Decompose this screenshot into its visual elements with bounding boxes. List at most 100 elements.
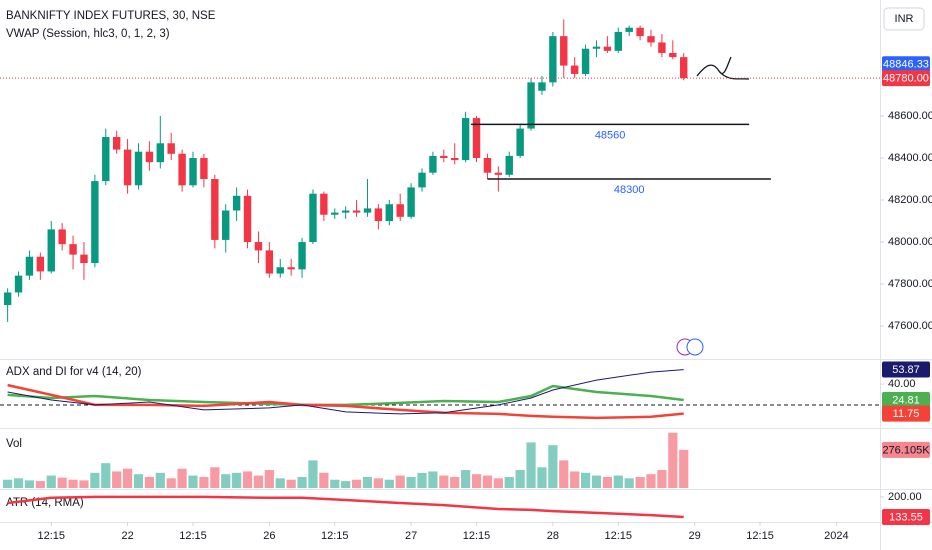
candle-body [189, 157, 197, 186]
volume-bar [232, 472, 242, 488]
candle-body [429, 155, 437, 173]
candle-body [254, 242, 263, 251]
volume-bar [428, 471, 438, 488]
candle-body [385, 204, 393, 222]
y-tick-label: 48000.00 [888, 236, 932, 248]
candle-body [352, 210, 361, 213]
level-label: 48300 [614, 184, 645, 196]
price-label: 11.75 [882, 405, 930, 422]
level-label: 48560 [595, 129, 626, 141]
volume-bar [373, 478, 383, 488]
candle-body [276, 267, 284, 274]
candle-body [211, 179, 219, 240]
volume-bar [668, 432, 678, 488]
candle-body [331, 212, 339, 215]
volume-bar [319, 472, 329, 488]
volume-bar [613, 475, 623, 488]
candle-body [156, 143, 164, 163]
price-label: 53.87 [882, 361, 930, 378]
x-tick-label: 2024 [824, 530, 848, 542]
volume-bar [635, 476, 645, 488]
currency-button[interactable] [883, 7, 925, 31]
volume-bar [646, 474, 656, 488]
candle-body [298, 242, 306, 270]
candle-body [636, 27, 644, 37]
candle-body [669, 52, 677, 58]
candle-body [549, 36, 557, 83]
candle-body [527, 82, 535, 129]
volume-bar [395, 475, 405, 488]
volume-bar [570, 471, 580, 488]
volume-bar [90, 472, 100, 488]
event-icon[interactable] [686, 338, 704, 356]
volume-bar [591, 475, 602, 488]
candle-body [222, 210, 230, 240]
candle-body [102, 136, 110, 182]
price-label: 24.81 [882, 391, 930, 408]
x-tick-label: 27 [405, 530, 417, 542]
x-tick-label: 29 [688, 530, 700, 542]
candle-body [396, 204, 404, 217]
volume-bar [537, 467, 547, 488]
y-tick-label: 40.00 [888, 378, 916, 390]
volume-bar [112, 471, 122, 488]
price-label-box [882, 70, 930, 87]
price-label-text: 24.81 [892, 394, 920, 406]
candle-body [614, 31, 622, 51]
price-label-box [882, 441, 930, 458]
volume-bar [79, 480, 89, 488]
volume-bar [384, 479, 394, 488]
candle-body [440, 155, 448, 158]
volume-bar [362, 476, 373, 488]
x-tick-label: 12:15 [321, 530, 349, 542]
candle-body [91, 181, 99, 264]
y-tick-label: 47600.00 [888, 320, 932, 332]
indicator-line [7, 495, 684, 519]
volume-bar [602, 476, 612, 488]
candle-body [123, 149, 132, 186]
price-label-box [882, 405, 930, 422]
volume-bar [526, 442, 536, 488]
indicator-title: ADX and DI for v4 (14, 20) [6, 366, 142, 378]
volume-bar [471, 474, 482, 488]
indicator-line [7, 384, 684, 407]
candle-body [516, 128, 524, 156]
volume-bar [439, 475, 449, 488]
candle-body [265, 250, 274, 274]
candle-body [483, 157, 492, 173]
y-tick-label: 47800.00 [888, 278, 932, 290]
volume-bar [286, 479, 296, 488]
event-icons[interactable] [676, 338, 704, 356]
volume-bar [3, 479, 13, 488]
y-tick-label: 200.00 [888, 491, 922, 503]
candle-body [538, 82, 546, 91]
candle-body [145, 151, 154, 163]
candle-body [232, 195, 241, 211]
volume-bar [461, 470, 471, 488]
candle-body [309, 193, 317, 243]
volume-bar [210, 467, 220, 488]
volume-bar [101, 463, 111, 488]
price-label-box [882, 391, 930, 408]
candle-body [407, 187, 415, 217]
candle-body [14, 275, 23, 293]
volume-bar [177, 468, 187, 488]
sketch [696, 56, 750, 80]
candle-body [36, 256, 45, 272]
candle-body [472, 118, 481, 158]
volume-bar [548, 445, 558, 488]
volume-bar [199, 476, 209, 488]
volume-bar [679, 449, 689, 488]
volume-bar [242, 471, 253, 488]
candle-body [494, 172, 503, 175]
candle-body [560, 36, 568, 66]
price-label-text: 53.87 [892, 364, 920, 376]
candle-body [592, 46, 601, 49]
volume-bar [482, 475, 493, 488]
volume-bar [341, 481, 351, 488]
candle-body [505, 155, 513, 175]
volume-bar [188, 475, 198, 488]
x-tick-label: 22 [121, 530, 133, 542]
